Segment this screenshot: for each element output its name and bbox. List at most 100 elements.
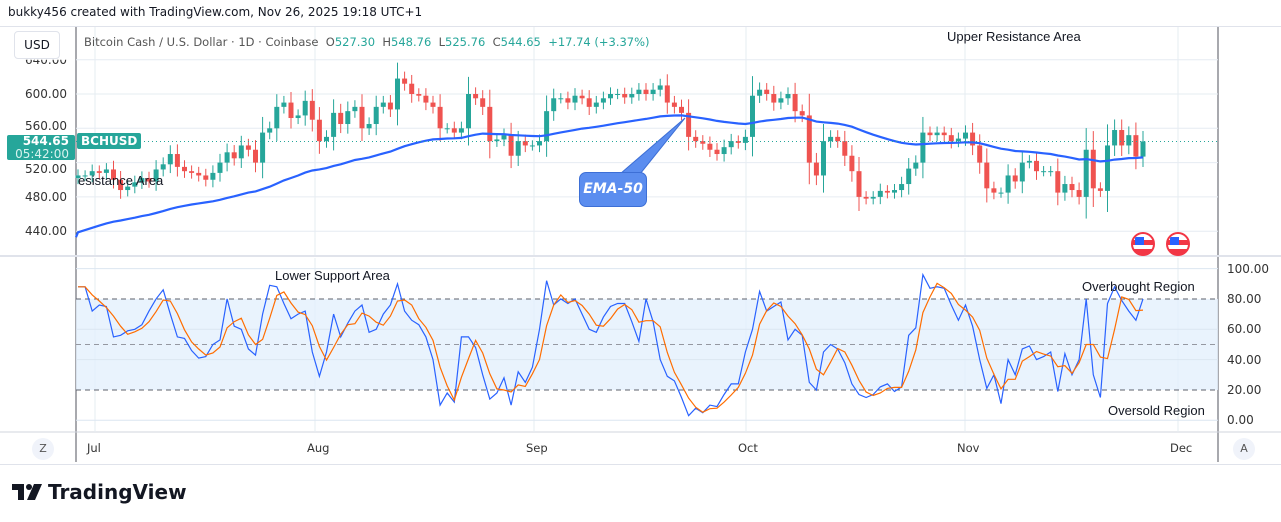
candle-body (792, 94, 798, 112)
candle-body (444, 128, 450, 130)
open-value: 527.30 (334, 35, 376, 49)
candle-body (657, 85, 663, 90)
candle-body (771, 94, 777, 103)
candle-body (671, 102, 677, 107)
candle-body (593, 102, 599, 107)
candle-body (963, 132, 968, 139)
candle-body (522, 141, 528, 146)
candle-body (338, 112, 344, 125)
candle-body (494, 139, 500, 142)
auto-scale-button[interactable]: A (1233, 438, 1255, 460)
candle-body (700, 141, 706, 144)
candle-body (395, 78, 400, 110)
lower-support-label[interactable]: Lower Support Area (275, 268, 390, 283)
candle-body (253, 149, 258, 163)
candle-body (1026, 160, 1032, 163)
candle-body (778, 98, 784, 103)
candle-body (828, 136, 834, 142)
candle-body (927, 132, 933, 136)
candle-body (991, 188, 997, 193)
candle-body (146, 178, 152, 182)
candle-body (856, 171, 862, 197)
stoch-axis-label: 40.00 (1227, 352, 1262, 367)
candle-body (437, 106, 443, 129)
candle-body (742, 136, 748, 143)
close-value: 544.65 (500, 35, 541, 49)
candle-body (551, 98, 557, 112)
us-flag-event-icon[interactable] (1131, 232, 1155, 256)
candle-body (1090, 149, 1096, 189)
candle-body (132, 182, 138, 187)
symbol-tag: BCHUSD (77, 133, 142, 149)
candle-body (1119, 130, 1125, 146)
candle-body (473, 94, 479, 99)
candle-body (274, 106, 280, 129)
stoch-k-line (78, 272, 1144, 417)
candle-body (899, 184, 905, 191)
candle-body (913, 162, 919, 169)
candle-body (316, 119, 322, 142)
candle-body (572, 95, 578, 103)
candle-body (487, 106, 493, 142)
candle-body (977, 145, 983, 163)
candle-body (182, 166, 187, 172)
candle-body (1140, 141, 1146, 157)
candle-body (139, 178, 145, 183)
upper-resistance-label[interactable]: Upper Resistance Area (947, 29, 1081, 44)
price-axis-label: 640.00 (25, 52, 67, 67)
low-label: L (438, 35, 446, 49)
candle-body (217, 162, 223, 173)
stoch-axis-label: 80.00 (1227, 291, 1262, 306)
price-axis-label: 560.00 (25, 119, 67, 133)
candle-body (1055, 171, 1061, 193)
candle-body (302, 100, 308, 116)
candle-body (160, 164, 166, 170)
candle-body (423, 95, 429, 103)
candle-body (1105, 145, 1110, 191)
candle-body (600, 98, 606, 103)
timezone-z-button[interactable]: Z (32, 438, 54, 460)
candle-body (309, 100, 315, 120)
candle-body (707, 143, 713, 150)
candle-body (260, 132, 266, 163)
candle-body (842, 141, 848, 156)
candle-body (821, 141, 826, 176)
candle-body (196, 172, 202, 176)
overbought-label[interactable]: Overbought Region (1082, 279, 1195, 294)
candle-body (430, 102, 436, 107)
ema-50-callout[interactable]: EMA-50 (579, 172, 647, 207)
currency-button[interactable]: USD (14, 31, 60, 59)
candle-body (934, 132, 940, 136)
resistance-label[interactable]: esistance Area (78, 173, 164, 188)
candle-body (203, 175, 209, 180)
candle-body (565, 98, 571, 103)
candle-body (1083, 149, 1089, 197)
candle-body (1019, 162, 1025, 182)
tradingview-logo-icon (12, 484, 42, 500)
candle-body (281, 102, 287, 107)
candle-body (544, 111, 550, 142)
candle-body (480, 98, 486, 107)
ema-callout-pointer (618, 117, 686, 175)
candle-body (615, 94, 621, 95)
ema-50-line (74, 114, 1144, 238)
candle-body (466, 94, 471, 129)
symbol-legend: Bitcoin Cash / U.S. Dollar · 1D · Coinba… (84, 35, 650, 49)
oversold-label[interactable]: Oversold Region (1108, 403, 1205, 418)
candle-body (416, 94, 422, 96)
candle-body (103, 169, 109, 173)
candle-body (757, 89, 763, 96)
candle-body (508, 135, 514, 156)
close-label: C (492, 35, 501, 49)
candle-body (189, 171, 195, 173)
candle-body (245, 145, 251, 150)
candle-body (373, 106, 379, 125)
candle-body (998, 192, 1004, 194)
candle-body (636, 89, 642, 94)
candle-body (267, 128, 273, 133)
candle-body (96, 171, 102, 173)
candle-body (1112, 130, 1118, 146)
candle-body (750, 95, 755, 137)
us-flag-event-icon[interactable] (1166, 232, 1190, 256)
